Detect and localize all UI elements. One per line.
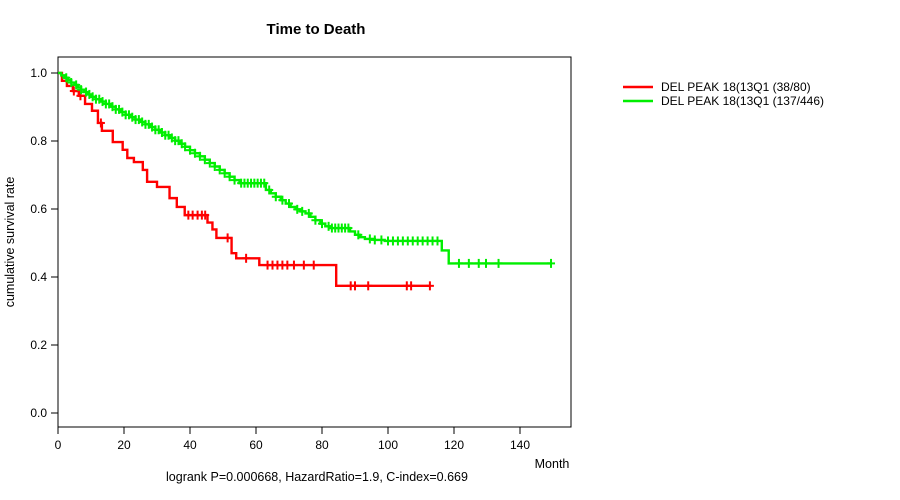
legend-label-green: DEL PEAK 18(13Q1 (137/446) [661,94,824,108]
red-censor-marks [69,86,434,291]
x-axis-tick-label: 20 [117,438,131,452]
plot-border [57,56,572,428]
y-axis-ticks: 0.0 0.2 0.4 0.6 0.8 1.0 [30,66,58,420]
green-censor-marks [62,73,556,268]
legend: DEL PEAK 18(13Q1 (38/80) DEL PEAK 18(13Q… [623,80,824,108]
y-axis-tick-label: 0.0 [30,406,47,420]
x-axis-tick-label: 80 [315,438,329,452]
y-axis-title: cumulative survival rate [3,177,17,308]
y-axis-tick-label: 1.0 [30,66,47,80]
x-axis-tick-label: 60 [249,438,263,452]
x-axis-tick-label: 140 [510,438,530,452]
x-axis-title: Month [535,457,570,471]
y-axis-tick-label: 0.8 [30,134,47,148]
x-axis-tick-label: 0 [55,438,62,452]
y-axis-tick-label: 0.2 [30,338,47,352]
x-axis-tick-label: 100 [378,438,398,452]
plot-title: Time to Death [267,21,366,38]
statistics-note: logrank P=0.000668, HazardRatio=1.9, C-i… [166,470,468,484]
survival-curves [58,71,556,291]
x-axis-ticks: 0 20 40 60 80 100 120 140 [55,427,530,452]
y-axis-tick-label: 0.4 [30,270,47,284]
y-axis-tick-label: 0.6 [30,202,47,216]
x-axis-tick-label: 120 [444,438,464,452]
legend-label-red: DEL PEAK 18(13Q1 (38/80) [661,80,811,94]
green-survival-curve [58,71,552,265]
x-axis-tick-label: 40 [183,438,197,452]
